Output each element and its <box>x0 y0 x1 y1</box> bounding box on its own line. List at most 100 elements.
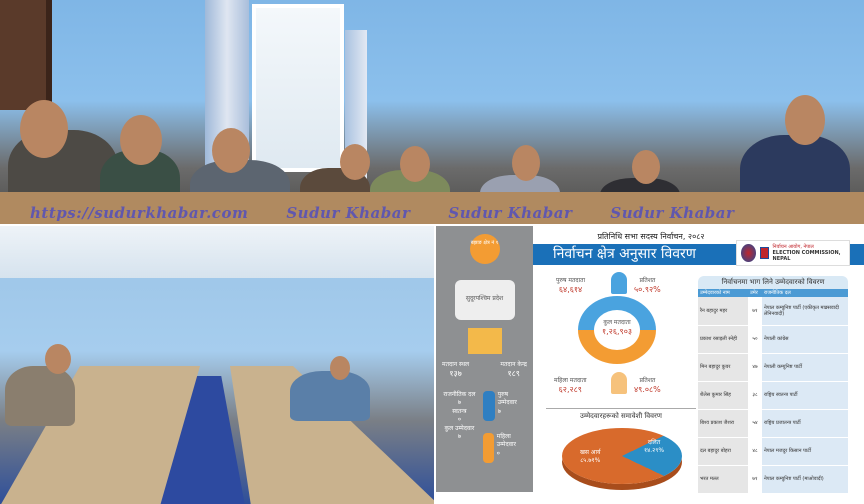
label: प्रतिशत <box>639 377 656 384</box>
candidate-name: भरत मल्ल <box>698 465 748 494</box>
constituency-label: बझाङ क्षेत्र नं १ <box>470 240 499 246</box>
person-head <box>20 100 68 158</box>
value: १३७ <box>449 369 462 378</box>
person-head <box>45 344 71 374</box>
watermark-text: Sudur Khabar <box>448 204 573 222</box>
curtain <box>345 30 367 180</box>
candidate-party: नेपाली कम्युनिष्ट पार्टी <box>762 353 848 382</box>
infographic-title: निर्वाचन क्षेत्र अनुसार विवरण <box>553 246 696 262</box>
total-candidates-label: कुल उम्मेदवार <box>444 424 475 432</box>
label: दलित <box>647 439 661 446</box>
polling-places: मतदान स्थल १३७ <box>442 360 469 379</box>
column-header: उम्मेदवारको नाम <box>698 289 748 297</box>
person-head <box>120 115 162 165</box>
door <box>0 0 52 110</box>
divider <box>546 408 696 409</box>
person-head <box>212 128 250 173</box>
candidate-age: ४७ <box>748 353 762 382</box>
party-label: राजनीतिक दल <box>443 391 476 398</box>
value: ६२,२८९ <box>558 385 582 394</box>
label: मतदान स्थल <box>442 361 470 368</box>
election-subtitle: प्रतिनिधि सभा सदस्य निर्वाचन, २०८२ <box>597 232 705 241</box>
person-head <box>785 95 825 145</box>
watermark-text: Sudur Khabar <box>610 204 735 222</box>
person-head <box>400 146 430 182</box>
female-candidates-label: महिला उम्मेदवार <box>496 433 516 449</box>
candidate-name: बिश्व प्रकाश जैशरा <box>698 409 748 438</box>
candidate-party: नेपाल मजदुर किसान पार्टी <box>762 437 848 466</box>
province-map: सुदूरपश्चिम प्रदेश <box>454 280 515 320</box>
male-icon <box>482 391 495 421</box>
female-voters: महिला मतदाता ६२,२८९ <box>554 376 587 395</box>
total-voters-label: कुल मतदाता <box>603 319 631 326</box>
table <box>0 192 864 224</box>
label: मतदान केन्द्र <box>500 361 527 368</box>
table-row: रैन बहादुर महर ७१ नेपाल कम्युनिष्ट पार्टी … <box>698 297 848 326</box>
label: प्रतिशत <box>639 277 656 284</box>
label: महिला मतदाता <box>554 377 587 384</box>
table-row: बिश्व प्रकाश जैशरा ५४ राष्ट्रिय प्रजातन्त्… <box>698 409 848 438</box>
female-percent: प्रतिशत ४९.०८% <box>634 376 661 395</box>
candidate-party: नेपाली कांग्रेस <box>762 325 848 354</box>
commission-name-en: ELECTION COMMISSION, NEPAL <box>772 250 841 262</box>
person-head <box>340 144 370 180</box>
female-icon <box>482 433 494 463</box>
candidate-party: नेपाल कम्युनिष्ट पार्टी (माओवादी) <box>762 465 848 494</box>
independent-label: स्वतन्त्र <box>452 407 467 415</box>
window <box>252 4 344 172</box>
polling-booth-icon <box>467 328 502 354</box>
value: ४९.०८% <box>634 385 661 394</box>
election-infographic: बझाङ क्षेत्र नं १ सुदूरपश्चिम प्रदेश मतद… <box>436 226 864 504</box>
candidates-table: निर्वाचनमा भाग लिने उम्मेदवारको विवरण उम… <box>698 276 848 494</box>
province-label: सुदूरपश्चिम प्रदेश <box>465 295 504 302</box>
person-head <box>632 150 660 184</box>
candidate-party: राष्ट्रिय प्रजातन्त्र पार्टी <box>762 409 848 438</box>
table-row: मिन बहादुर कुवर ४७ नेपाली कम्युनिष्ट पार्ट… <box>698 353 848 382</box>
value: ५०.९२% <box>634 285 661 294</box>
male-voter-icon <box>611 272 627 294</box>
watermark: https://sudurkhabar.com Sudur Khabar Sudur… <box>30 204 772 222</box>
inclusion-pie-chart <box>562 428 682 484</box>
candidate-party: राष्ट्रिय स्वतन्त्र पार्टी <box>762 381 848 410</box>
candidate-age: ७१ <box>748 297 762 326</box>
person <box>290 371 370 421</box>
candidate-name: प्रकाश रसाइली स्नेही <box>698 325 748 354</box>
pie-label-khas-arya: खस आर्य ८५.७१% <box>580 448 600 464</box>
person <box>5 366 75 426</box>
female-candidates: ० <box>496 449 500 457</box>
table-row: भरत मल्ल ७१ नेपाल कम्युनिष्ट पार्टी (माओवा… <box>698 465 848 494</box>
person-head <box>330 356 350 380</box>
candidate-age: ७१ <box>748 465 762 494</box>
candidate-age: ३८ <box>748 381 762 410</box>
ceiling <box>0 226 434 278</box>
table-row: दल बहादुर बोहरा ४८ नेपाल मजदुर किसान पार्ट… <box>698 437 848 466</box>
voter-donut-chart: कुल मतदाता १,२६,९०३ <box>578 296 656 364</box>
value: ८५.७१% <box>580 457 601 464</box>
constituency-pin: बझाङ क्षेत्र नं १ <box>469 234 500 264</box>
candidate-name: रैन बहादुर महर <box>698 297 748 326</box>
column-header: उमेर <box>748 289 762 297</box>
pie-label-dalit: दलित १४.२९% <box>644 438 664 454</box>
candidate-age: ५० <box>748 325 762 354</box>
flag-icon <box>759 247 769 259</box>
label: पुरुष मतदाता <box>556 277 586 284</box>
meeting-photo-bottom <box>0 226 434 504</box>
value: ६४,६१४ <box>558 285 583 294</box>
total-voters: १,२६,९०३ <box>601 327 633 336</box>
column-header: राजनीतिक दल <box>762 289 848 297</box>
inclusion-title: उम्मेदवारहरूको समावेशी विवरण <box>580 412 662 420</box>
female-voter-icon <box>611 372 627 394</box>
watermark-text: Sudur Khabar <box>286 204 411 222</box>
total-candidates: ७ <box>457 432 461 440</box>
male-voters: पुरुष मतदाता ६४,६१४ <box>556 276 585 295</box>
election-commission-logo: निर्वाचन आयोग, नेपाल ELECTION COMMISSION,… <box>736 240 850 266</box>
candidate-age: ५४ <box>748 409 762 438</box>
candidate-name: मिन बहादुर कुवर <box>698 353 748 382</box>
label: खस आर्य <box>580 449 601 456</box>
commission-name: निर्वाचन आयोग, नेपाल <box>772 244 814 250</box>
candidates-title: निर्वाचनमा भाग लिने उम्मेदवारको विवरण <box>698 276 848 289</box>
watermark-url: https://sudurkhabar.com <box>30 204 249 222</box>
constituency-panel: बझाङ क्षेत्र नं १ सुदूरपश्चिम प्रदेश मतद… <box>436 226 533 492</box>
candidate-party: नेपाल कम्युनिष्ट पार्टी (एकीकृत माक्र्सव… <box>762 297 848 326</box>
emblem-icon <box>741 244 756 262</box>
